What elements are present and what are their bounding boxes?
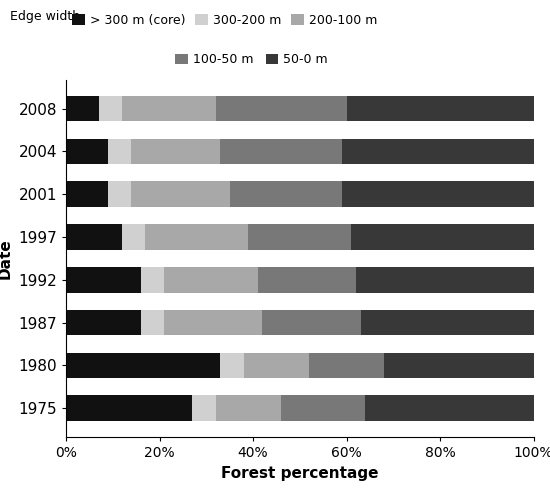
Bar (66, 396, 192, 421)
Bar (192, 396, 216, 421)
Bar (342, 181, 534, 207)
Bar (164, 310, 262, 335)
Bar (122, 96, 216, 121)
Bar (257, 267, 356, 293)
Bar (356, 267, 534, 293)
Bar (351, 224, 534, 250)
Bar (309, 352, 384, 378)
Bar (346, 96, 534, 121)
Bar (216, 96, 346, 121)
Bar (141, 267, 164, 293)
X-axis label: Forest percentage: Forest percentage (221, 466, 378, 481)
Bar (248, 224, 351, 250)
Bar (244, 352, 309, 378)
Bar (131, 181, 230, 207)
Bar (99, 96, 122, 121)
Bar (66, 96, 99, 121)
Bar (220, 352, 244, 378)
Text: Edge width:: Edge width: (10, 10, 84, 23)
Legend: 100-50 m, 50-0 m: 100-50 m, 50-0 m (175, 53, 328, 66)
Bar (66, 352, 220, 378)
Bar (108, 139, 131, 165)
Bar (230, 181, 342, 207)
Bar (164, 267, 257, 293)
Bar (66, 267, 141, 293)
Bar (131, 139, 220, 165)
Bar (384, 352, 534, 378)
Bar (145, 224, 248, 250)
Bar (220, 139, 342, 165)
Bar (361, 310, 534, 335)
Bar (66, 139, 108, 165)
Bar (66, 224, 122, 250)
Bar (122, 224, 145, 250)
Bar (66, 181, 108, 207)
Bar (108, 181, 131, 207)
Bar (262, 310, 361, 335)
Bar (342, 139, 534, 165)
Bar (216, 396, 281, 421)
Bar (66, 310, 141, 335)
Bar (281, 396, 365, 421)
Bar (365, 396, 534, 421)
Bar (141, 310, 164, 335)
Y-axis label: Date: Date (0, 238, 13, 279)
